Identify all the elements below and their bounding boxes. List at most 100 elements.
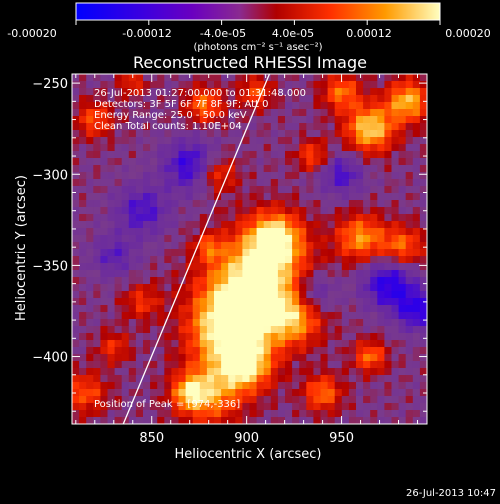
heatmap-cell [93,235,101,243]
heatmap-cell [171,81,180,89]
heatmap-cell [270,95,279,103]
heatmap-cell [206,382,215,390]
heatmap-cell [384,396,393,404]
heatmap-cell [412,165,421,173]
heatmap-cell [150,389,158,397]
heatmap-cell [377,95,385,103]
heatmap-cell [398,263,407,271]
heatmap-cell [121,354,130,362]
heatmap-cell [86,221,94,229]
heatmap-cell [270,263,279,271]
heatmap-cell [263,326,272,334]
heatmap-cell [348,291,357,299]
heatmap-cell [299,116,307,124]
heatmap-cell [107,340,116,348]
heatmap-cell [178,137,187,145]
heatmap-cell [377,396,385,404]
heatmap-cell [93,130,101,138]
heatmap-cell [171,284,180,292]
heatmap-cell [412,291,421,299]
heatmap-cell [292,74,300,82]
heatmap-cell [171,130,180,138]
heatmap-cell [356,375,364,383]
heatmap-cell [256,368,265,376]
heatmap-cell [398,151,407,159]
heatmap-cell [93,81,101,89]
heatmap-cell [313,375,322,383]
heatmap-cell [128,242,137,250]
heatmap-cell [391,375,400,383]
heatmap-cell [320,221,329,229]
heatmap-cell [299,81,307,89]
heatmap-cell [356,109,364,117]
heatmap-cell [292,158,300,166]
heatmap-cell [121,403,130,411]
heatmap-cell [249,221,258,229]
plot-frame [71,73,428,425]
heatmap-cell [277,186,286,194]
heatmap-cell [100,235,109,243]
heatmap-cell [320,291,329,299]
heatmap-cell [164,326,172,334]
heatmap-cell [370,305,378,313]
heatmap-cell [128,305,137,313]
heatmap-cell [334,123,343,131]
heatmap-cell [377,291,385,299]
heatmap-cell [292,368,300,376]
heatmap-cell [292,354,300,362]
heatmap-cell [256,298,265,306]
heatmap-cell [419,410,427,418]
heatmap-cell [93,389,101,397]
heatmap-cell [235,249,243,257]
heatmap-cell [192,214,201,222]
heatmap-cell [171,200,180,208]
heatmap-cell [100,172,109,180]
heatmap-cell [391,403,400,411]
heatmap-cell [313,340,322,348]
heatmap-cell [242,298,251,306]
heatmap-cell [377,354,385,362]
heatmap-cell [327,291,336,299]
heatmap-cell [86,158,94,166]
heatmap-cell [192,242,201,250]
heatmap-cell [341,326,350,334]
heatmap-cell [157,81,165,89]
heatmap-cell [398,242,407,250]
heatmap-cell [72,109,80,117]
heatmap-cell [228,249,236,257]
heatmap-cell [398,221,407,229]
heatmap-cell [242,305,251,313]
heatmap-cell [348,375,357,383]
heatmap-cell [398,382,407,390]
heatmap-cell [107,270,116,278]
heatmap-cell [199,123,208,131]
heatmap-cell [405,375,414,383]
heatmap-cell [235,312,243,320]
heatmap-cell [370,396,378,404]
heatmap-cell [164,305,172,313]
heatmap-cell [313,389,322,397]
heatmap-cell [235,382,243,390]
heatmap-cell [405,179,414,187]
heatmap-cell [299,158,307,166]
heatmap-cell [150,277,158,285]
heatmap-cell [228,137,236,145]
heatmap-cell [270,340,279,348]
heatmap-cell [157,144,165,152]
heatmap-cell [214,102,222,110]
heatmap-cell [114,256,123,264]
heatmap-cell [270,193,279,201]
heatmap-cell [86,88,94,96]
heatmap-cell [256,102,265,110]
heatmap-cell [306,109,314,117]
heatmap-cell [107,249,116,257]
heatmap-cell [270,186,279,194]
heatmap-cell [249,102,258,110]
heatmap-cell [292,88,300,96]
heatmap-cell [249,228,258,236]
heatmap-cell [320,228,329,236]
heatmap-cell [363,256,371,264]
heatmap-cell [270,312,279,320]
heatmap-cell [114,347,123,355]
heatmap-cell [299,95,307,103]
